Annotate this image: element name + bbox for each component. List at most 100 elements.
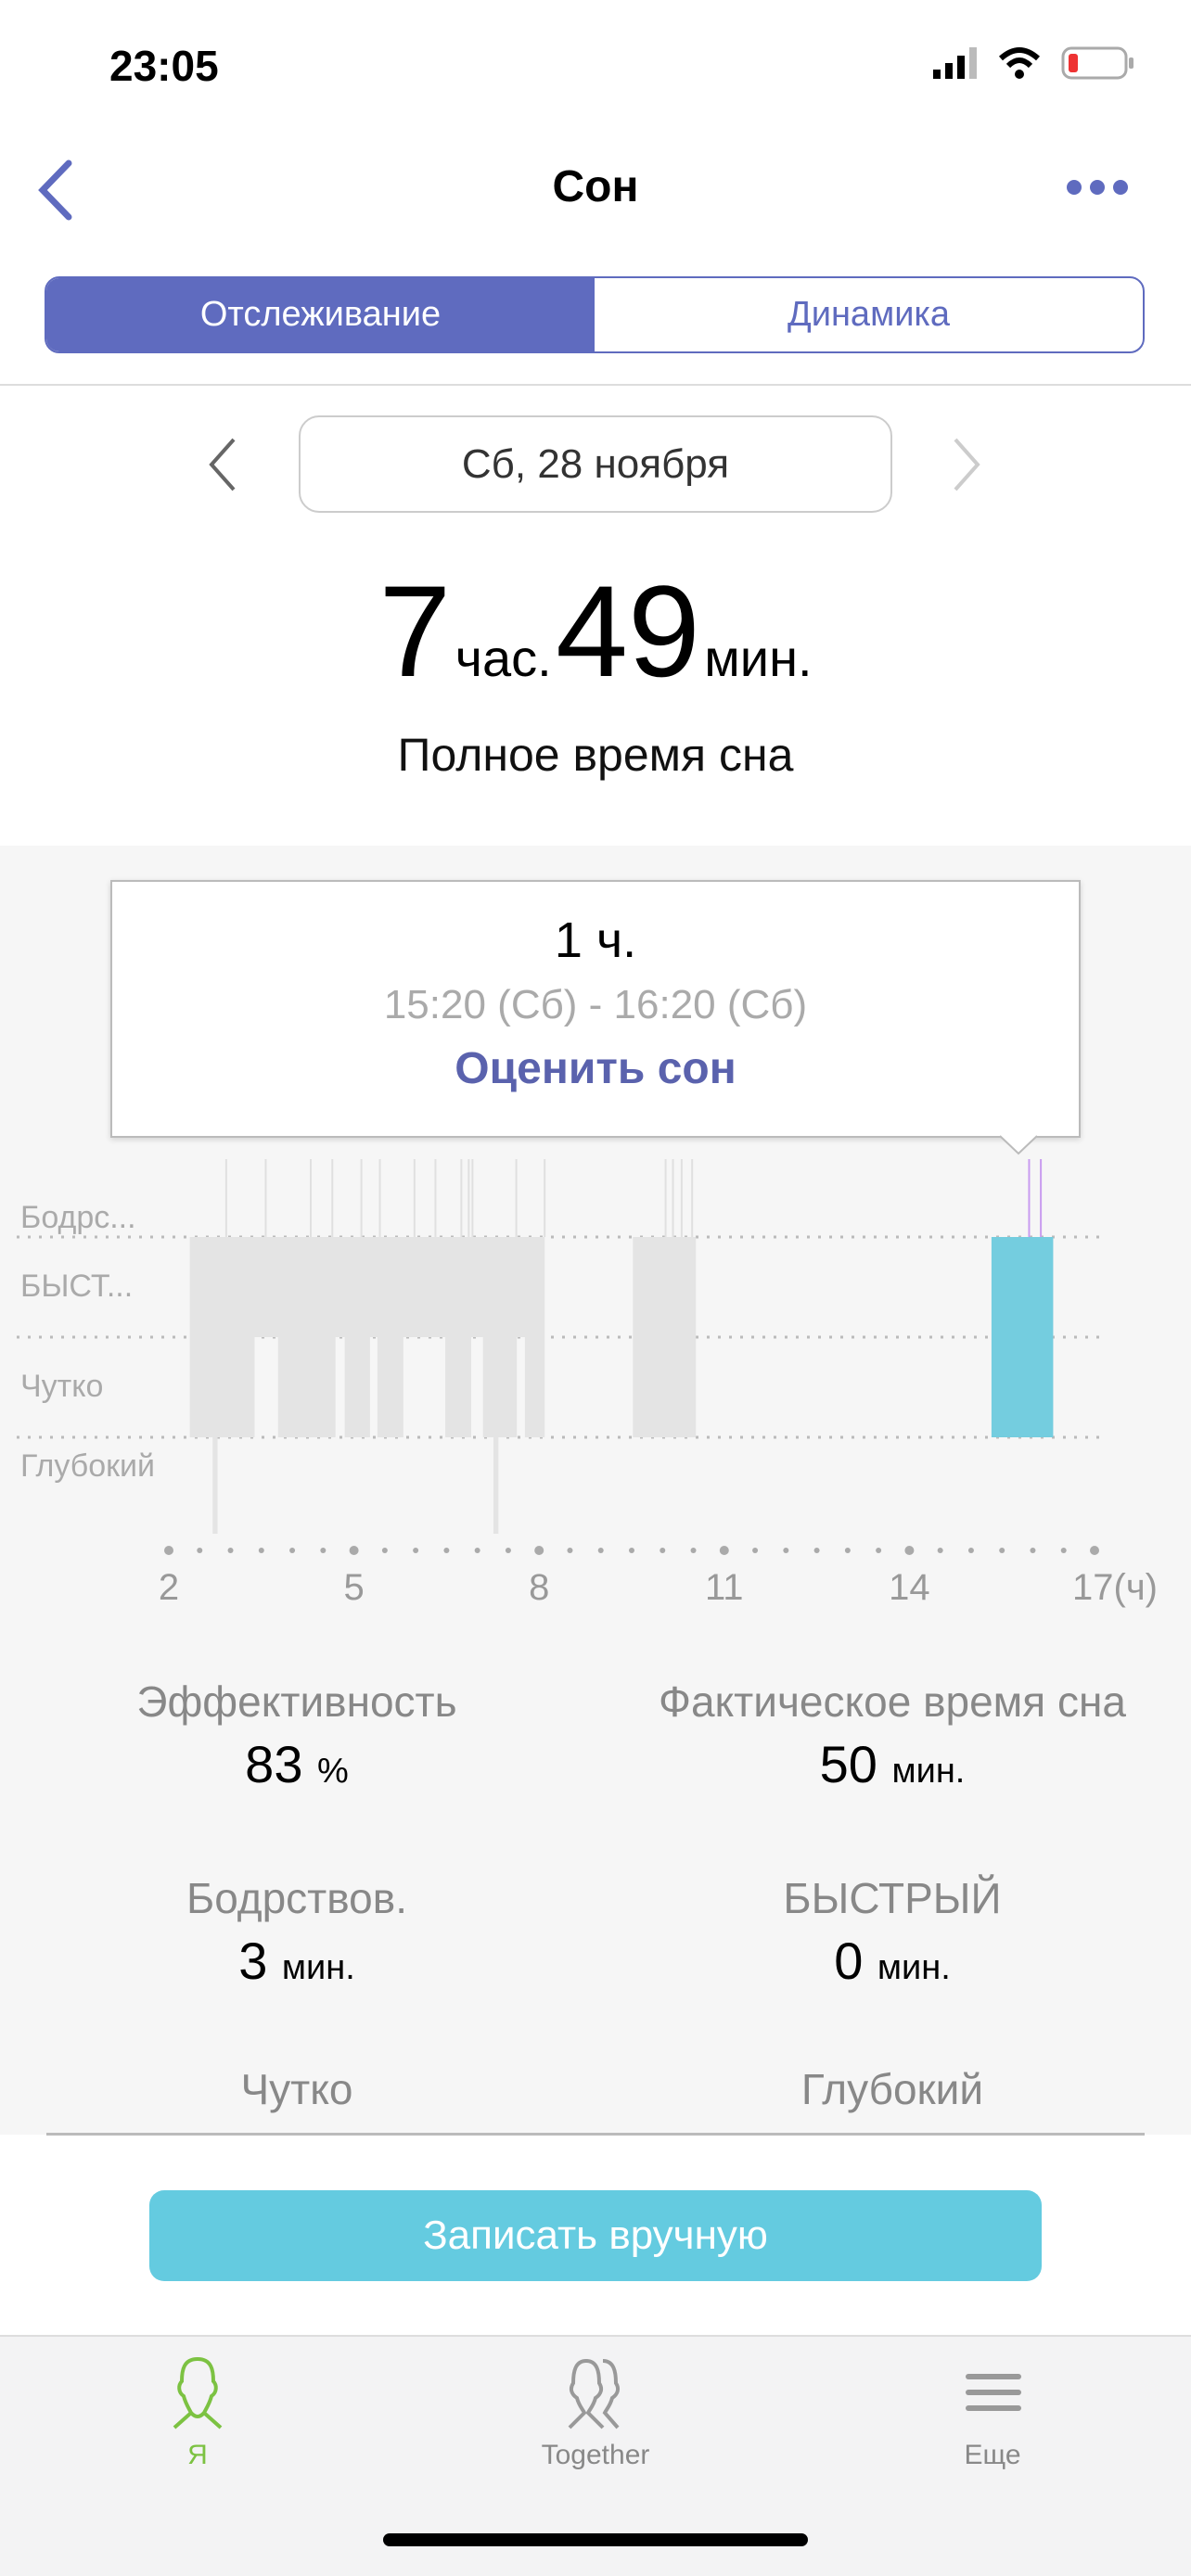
stat-unit: мин. xyxy=(281,1948,355,1987)
wifi-icon xyxy=(998,47,1041,79)
hours-unit: час. xyxy=(455,629,552,687)
axis-dot xyxy=(413,1548,419,1553)
tabbar-label: Я xyxy=(187,2440,208,2470)
date-selector[interactable]: Сб, 28 ноября xyxy=(299,415,892,513)
selected-sleep-segment xyxy=(991,1237,1054,1437)
manual-entry-button[interactable]: Записать вручную xyxy=(149,2190,1042,2281)
divider xyxy=(0,384,1191,386)
minutes-value: 49 xyxy=(556,558,700,704)
hours-value: 7 xyxy=(378,558,452,704)
tabbar-more[interactable]: Еще xyxy=(853,2355,1132,2471)
axis-dot xyxy=(1090,1546,1099,1555)
light-segment xyxy=(377,1337,403,1437)
light-segment xyxy=(344,1337,370,1437)
stat-rem: БЫСТРЫЙ 0 мин. xyxy=(596,1873,1189,1991)
status-time: 23:05 xyxy=(109,42,219,90)
segmented-control: Отслеживание Динамика xyxy=(45,276,1145,353)
axis-dot xyxy=(597,1548,604,1553)
axis-dot xyxy=(999,1548,1005,1553)
axis-dot xyxy=(752,1548,759,1553)
stat-label: Глубокий xyxy=(800,2065,984,2113)
tab-tracking[interactable]: Отслеживание xyxy=(46,278,595,351)
axis-dot xyxy=(660,1548,666,1553)
stage-label-deep: Глубокий xyxy=(20,1448,155,1484)
stage-label-awake: Бодрс... xyxy=(20,1200,136,1235)
stat-actual-sleep: Фактическое время сна 50 мин. xyxy=(596,1677,1189,1794)
stat-value: 3 xyxy=(238,1932,268,1990)
stat-light: Чутко xyxy=(0,2064,594,2114)
x-tick-label: 14 xyxy=(889,1567,930,1608)
menu-icon xyxy=(966,2374,1021,2411)
tooltip-duration: 1 ч. xyxy=(554,912,637,968)
person-icon xyxy=(173,2357,223,2429)
battery-icon xyxy=(1061,46,1133,80)
axis-dot xyxy=(197,1548,203,1553)
stat-awake: Бодрствов. 3 мин. xyxy=(0,1873,594,1991)
light-segment xyxy=(189,1337,255,1437)
axis-dot xyxy=(967,1548,974,1553)
total-sleep-caption: Полное время сна xyxy=(397,729,794,781)
total-sleep-time: 7 час. 49 мин. xyxy=(0,556,1191,707)
rate-sleep-link[interactable]: Оценить сон xyxy=(455,1044,736,1093)
stat-value: 0 xyxy=(834,1932,864,1990)
axis-dot xyxy=(289,1548,296,1553)
sleep-hypnogram[interactable] xyxy=(0,0,1191,1632)
axis-dot xyxy=(474,1548,480,1553)
axis-dot xyxy=(349,1546,359,1555)
minutes-unit: мин. xyxy=(704,629,813,687)
x-tick-label: 17(ч) xyxy=(1072,1567,1158,1608)
tabbar-together[interactable]: Together xyxy=(456,2355,735,2471)
rem-segment xyxy=(189,1237,545,1337)
more-icon[interactable] xyxy=(1065,178,1130,197)
axis-dot xyxy=(844,1548,851,1553)
page-title: Сон xyxy=(552,162,639,211)
axis-dot xyxy=(534,1546,544,1555)
axis-dot xyxy=(937,1548,943,1553)
stat-unit: мин. xyxy=(877,1948,951,1987)
stage-label-light: Чутко xyxy=(20,1369,104,1404)
next-date-icon[interactable] xyxy=(950,436,983,493)
x-tick-label: 5 xyxy=(343,1567,365,1608)
axis-dot xyxy=(505,1548,511,1553)
status-icons xyxy=(933,46,1135,80)
prev-date-icon[interactable] xyxy=(206,436,239,493)
axis-dot xyxy=(1060,1548,1067,1553)
stat-label: БЫСТРЫЙ xyxy=(783,1874,1002,1922)
x-tick-label: 2 xyxy=(158,1567,180,1608)
signal-icon xyxy=(933,47,977,79)
stat-unit: % xyxy=(317,1752,349,1791)
stat-label: Чутко xyxy=(240,2065,353,2113)
light-segment xyxy=(277,1337,336,1437)
axis-dot xyxy=(629,1548,634,1553)
stat-label: Бодрствов. xyxy=(186,1874,407,1922)
deep-segment xyxy=(212,1437,218,1534)
axis-dot xyxy=(904,1546,915,1555)
light-segment xyxy=(524,1337,545,1437)
axis-dot xyxy=(876,1548,882,1553)
axis-dot xyxy=(443,1548,450,1553)
stat-efficiency: Эффективность 83 % xyxy=(0,1677,594,1794)
axis-dot xyxy=(719,1546,729,1555)
light-segment xyxy=(445,1337,472,1437)
stat-value: 50 xyxy=(819,1735,877,1793)
tooltip-range: 15:20 (Сб) - 16:20 (Сб) xyxy=(383,982,808,1027)
stat-label: Фактическое время сна xyxy=(658,1677,1126,1726)
axis-dot xyxy=(320,1548,327,1553)
axis-dot xyxy=(258,1548,264,1553)
stage-label-rem: БЫСТ... xyxy=(20,1269,134,1304)
stat-value: 83 xyxy=(245,1735,303,1793)
tab-dynamics[interactable]: Динамика xyxy=(787,295,951,334)
axis-dot xyxy=(1030,1548,1036,1553)
stat-deep: Глубокий xyxy=(596,2064,1189,2114)
stat-unit: мин. xyxy=(891,1752,966,1791)
scroll-divider xyxy=(46,2133,1145,2136)
rem-segment xyxy=(633,1237,697,1337)
people-icon xyxy=(568,2359,621,2429)
tabbar-me[interactable]: Я xyxy=(58,2355,337,2471)
back-chevron-icon[interactable] xyxy=(35,159,78,221)
x-tick-label: 11 xyxy=(705,1567,744,1608)
axis-dot xyxy=(813,1548,820,1553)
tooltip-pointer xyxy=(1000,1135,1037,1155)
deep-segment xyxy=(493,1437,499,1534)
home-indicator xyxy=(383,2533,808,2546)
